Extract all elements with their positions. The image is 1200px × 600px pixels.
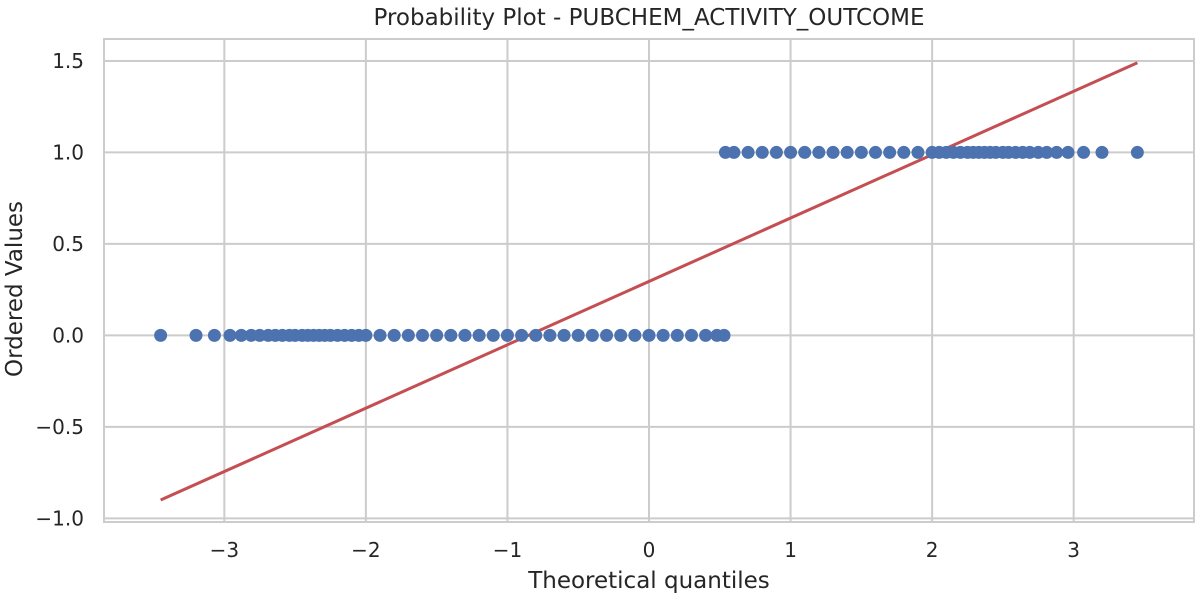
data-point bbox=[543, 328, 557, 342]
data-point bbox=[585, 328, 599, 342]
data-point bbox=[189, 328, 203, 342]
data-point bbox=[387, 328, 401, 342]
data-point bbox=[359, 328, 373, 342]
data-point bbox=[472, 328, 486, 342]
data-point bbox=[727, 145, 741, 159]
data-point bbox=[500, 328, 514, 342]
data-point bbox=[373, 328, 387, 342]
data-point bbox=[741, 145, 755, 159]
x-tick-label: 2 bbox=[926, 538, 939, 562]
plot-area-frame bbox=[103, 38, 1195, 523]
data-point bbox=[154, 328, 168, 342]
data-point bbox=[223, 328, 237, 342]
data-point bbox=[401, 328, 415, 342]
data-point bbox=[656, 328, 670, 342]
data-point bbox=[1130, 145, 1144, 159]
x-tick-label: −1 bbox=[493, 538, 522, 562]
data-point bbox=[1061, 145, 1075, 159]
data-point bbox=[430, 328, 444, 342]
data-point bbox=[812, 145, 826, 159]
data-point bbox=[699, 328, 713, 342]
data-point bbox=[515, 328, 529, 342]
y-tick-label: 0.0 bbox=[52, 323, 84, 347]
chart-title: Probability Plot - PUBCHEM_ACTIVITY_OUTC… bbox=[374, 5, 925, 31]
fit-line bbox=[160, 61, 1138, 502]
data-point bbox=[1040, 145, 1054, 159]
x-axis-label: Theoretical quantiles bbox=[527, 568, 770, 594]
y-tick-label: 1.0 bbox=[52, 140, 84, 164]
data-point bbox=[1050, 145, 1064, 159]
data-point bbox=[529, 328, 543, 342]
y-axis-label: Ordered Values bbox=[2, 201, 28, 377]
data-point bbox=[642, 328, 656, 342]
data-point bbox=[628, 328, 642, 342]
data-point bbox=[854, 145, 868, 159]
data-point bbox=[1095, 145, 1109, 159]
data-point bbox=[670, 328, 684, 342]
data-point bbox=[897, 145, 911, 159]
data-point bbox=[557, 328, 571, 342]
data-point bbox=[868, 145, 882, 159]
data-point bbox=[234, 328, 248, 342]
data-point bbox=[571, 328, 585, 342]
data-point bbox=[840, 145, 854, 159]
y-tick-label: −1.0 bbox=[35, 506, 84, 530]
data-point bbox=[717, 328, 731, 342]
data-point bbox=[207, 328, 221, 342]
fit-line-layer bbox=[160, 61, 1138, 502]
data-point bbox=[458, 328, 472, 342]
data-point bbox=[614, 328, 628, 342]
x-tick-label: 3 bbox=[1067, 538, 1080, 562]
x-tick-label: −3 bbox=[210, 538, 239, 562]
data-point bbox=[826, 145, 840, 159]
y-tick-label: 1.5 bbox=[52, 49, 84, 73]
data-point bbox=[798, 145, 812, 159]
x-tick-label: −2 bbox=[351, 538, 380, 562]
data-point bbox=[486, 328, 500, 342]
data-point bbox=[755, 145, 769, 159]
data-point bbox=[911, 145, 925, 159]
grid-lines bbox=[104, 39, 1194, 522]
data-point bbox=[600, 328, 614, 342]
scatter-points-layer bbox=[154, 145, 1144, 342]
y-tick-label: −0.5 bbox=[35, 415, 84, 439]
data-point bbox=[784, 145, 798, 159]
data-point bbox=[416, 328, 430, 342]
data-point bbox=[769, 145, 783, 159]
data-point bbox=[684, 328, 698, 342]
y-tick-label: 0.5 bbox=[52, 232, 84, 256]
x-tick-labels: −3 −2 −1 0 1 2 3 bbox=[210, 538, 1080, 562]
y-tick-labels: −1.0 −0.5 0.0 0.5 1.0 1.5 bbox=[35, 49, 84, 530]
data-point bbox=[444, 328, 458, 342]
x-tick-label: 0 bbox=[643, 538, 656, 562]
data-point bbox=[883, 145, 897, 159]
data-point bbox=[1077, 145, 1091, 159]
x-tick-label: 1 bbox=[784, 538, 797, 562]
